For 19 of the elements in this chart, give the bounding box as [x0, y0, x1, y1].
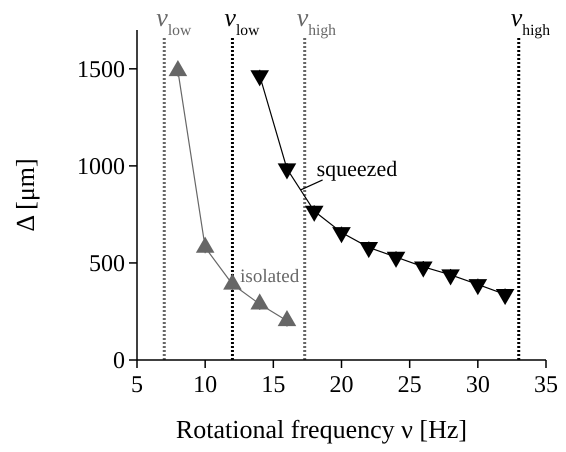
series-label: squeezed [316, 156, 398, 181]
x-tick-label: 15 [261, 372, 286, 398]
ref-line-label: ν$_{low}$ [156, 3, 192, 38]
x-tick-label: 20 [330, 372, 354, 398]
ref-line-label: ν$_{high}$ [510, 3, 550, 38]
y-tick-label: 1500 [77, 56, 125, 83]
x-tick-label: 10 [193, 372, 218, 398]
y-tick-label: 0 [113, 348, 125, 374]
ref-line-label: ν$_{low}$ [224, 3, 260, 38]
x-tick-label: 30 [466, 372, 490, 398]
y-axis-title: Δ [μm] [11, 158, 40, 232]
x-tick-label: 35 [534, 372, 558, 398]
ref-line-label: ν$_{high}$ [296, 3, 336, 38]
x-axis-title: Rotational frequency ν [Hz] [176, 415, 468, 444]
y-tick-label: 1000 [77, 154, 125, 180]
series-label: isolated [240, 266, 300, 288]
x-tick-label: 25 [398, 372, 422, 398]
y-tick-label: 500 [89, 250, 125, 277]
x-tick-label: 5 [131, 372, 143, 398]
